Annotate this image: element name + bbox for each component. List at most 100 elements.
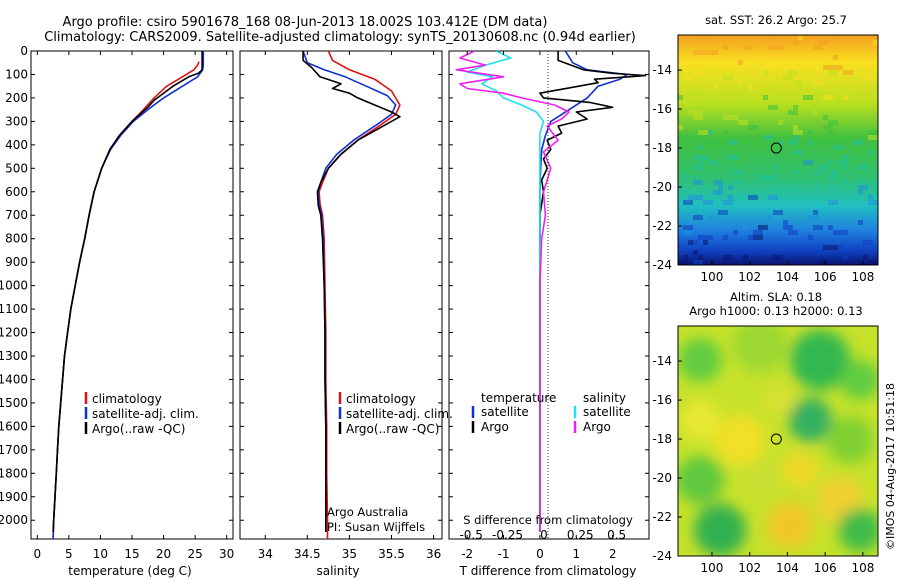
sla-blob — [838, 508, 878, 552]
sst-pixel — [788, 110, 798, 115]
temperature-legend: climatology satellite-adj. clim. Argo(..… — [84, 392, 199, 436]
sst-pixel — [748, 195, 758, 200]
sst-pixel — [768, 175, 778, 180]
sst-pixel — [708, 215, 713, 220]
map-y-tick-label: -18 — [652, 432, 672, 446]
sst-pixel — [868, 150, 873, 155]
legend-label: satellite-adj. clim. — [92, 407, 199, 421]
sst-pixel — [858, 135, 863, 140]
sst-pixel — [808, 130, 813, 135]
sst-pixel — [863, 255, 868, 260]
header-line-2: Climatology: CARS2009. Satellite-adjuste… — [44, 30, 636, 45]
sst-pixel — [803, 65, 813, 70]
map-y-tick-label: -20 — [652, 471, 672, 485]
sla-blob — [782, 452, 818, 488]
sst-pixel — [838, 230, 848, 235]
sst-pixel — [713, 190, 723, 195]
sst-pixel — [683, 225, 693, 230]
sst-pixel — [743, 155, 748, 160]
sst-pixel — [828, 95, 833, 100]
sst-pixel — [828, 170, 838, 175]
y-tick-label: 1900 — [0, 490, 28, 504]
sst-pixel — [813, 185, 818, 190]
map-x-tick-label: 108 — [851, 270, 874, 284]
sst-pixel — [793, 125, 798, 130]
x-tick-label-salinity: 0.25 — [567, 528, 594, 542]
sst-pixel — [763, 95, 768, 100]
sst-pixel — [768, 215, 773, 220]
sst-pixel — [678, 125, 683, 130]
sst-pixel — [733, 230, 738, 235]
pi-label: PI: Susan Wijffels — [327, 520, 425, 534]
sst-pixel — [823, 55, 828, 60]
sst-pixel — [783, 75, 793, 80]
y-tick-label: 300 — [5, 114, 28, 128]
sst-pixel — [698, 255, 703, 260]
sst-pixel — [708, 130, 713, 135]
sst-pixel — [693, 70, 698, 75]
sst-pixel — [698, 90, 703, 95]
sst-pixel — [838, 160, 848, 165]
x-tick-label: 0 — [33, 547, 41, 561]
x-tick-label: 34.5 — [294, 547, 321, 561]
temperature-series — [52, 51, 205, 539]
sst-pixel — [703, 95, 713, 100]
sst-pixel — [763, 250, 768, 255]
sla-blob — [788, 398, 832, 442]
sst-heatmap — [678, 35, 878, 265]
sst-pixel — [743, 255, 748, 260]
sst-pixel — [828, 160, 833, 165]
sla-blob — [694, 504, 746, 556]
sst-pixel — [768, 105, 778, 110]
legend-label: satellite — [481, 405, 529, 419]
sst-pixel — [793, 170, 798, 175]
map-y-tick-label: -14 — [652, 63, 672, 77]
map-x-tick-label: 100 — [701, 270, 724, 284]
sst-pixel — [873, 85, 878, 90]
sst-pixel — [718, 210, 728, 215]
sst-pixel — [688, 240, 693, 245]
sla-blob — [740, 460, 780, 500]
salinity-xlabel: salinity — [316, 564, 359, 578]
sst-pixel — [783, 135, 793, 140]
credit-label: ©IMOS 04-Aug-2017 10:51:18 — [884, 383, 897, 550]
sst-pixel — [823, 125, 833, 130]
sst-pixel — [698, 235, 703, 240]
sst-pixel — [768, 85, 773, 90]
sst-pixel — [868, 260, 878, 265]
sst-pixel — [693, 115, 703, 120]
x-tick-label: 35.5 — [378, 547, 405, 561]
sst-pixel — [693, 135, 703, 140]
sst-pixel — [828, 200, 838, 205]
sst-pixel — [818, 250, 828, 255]
sst-pixel — [728, 155, 738, 160]
sst-pixel — [828, 120, 838, 125]
sst-pixel — [863, 220, 868, 225]
map-x-tick-label: 104 — [776, 270, 799, 284]
sst-pixel — [703, 35, 713, 40]
sst-pixel — [858, 190, 863, 195]
legend-label: satellite-adj. clim. — [346, 407, 453, 421]
sst-pixel — [788, 185, 793, 190]
legend-label: Argo — [481, 420, 509, 434]
sst-pixel — [793, 80, 803, 85]
y-tick-label: 800 — [5, 232, 28, 246]
header-line-1: Argo profile: csiro 5901678_168 08-Jun-2… — [63, 15, 548, 30]
sst-pixel — [753, 140, 758, 145]
sst-pixel — [703, 200, 713, 205]
series-line-argo-raw-qc- — [52, 51, 203, 533]
sst-pixel — [833, 140, 838, 145]
sst-pixel — [698, 130, 708, 135]
y-tick-label: 0 — [20, 44, 28, 58]
sst-pixel — [833, 190, 838, 195]
sst-map-title: sat. SST: 26.2 Argo: 25.7 — [705, 13, 847, 27]
map-x-tick-label: 104 — [776, 561, 799, 575]
y-tick-label: 500 — [5, 161, 28, 175]
sst-pixel — [853, 60, 858, 65]
sst-pixel — [823, 115, 828, 120]
sst-pixel — [693, 215, 703, 220]
sst-pixel — [813, 140, 818, 145]
sst-pixel — [723, 200, 733, 205]
sst-pixel — [813, 210, 818, 215]
sst-pixel — [698, 160, 703, 165]
